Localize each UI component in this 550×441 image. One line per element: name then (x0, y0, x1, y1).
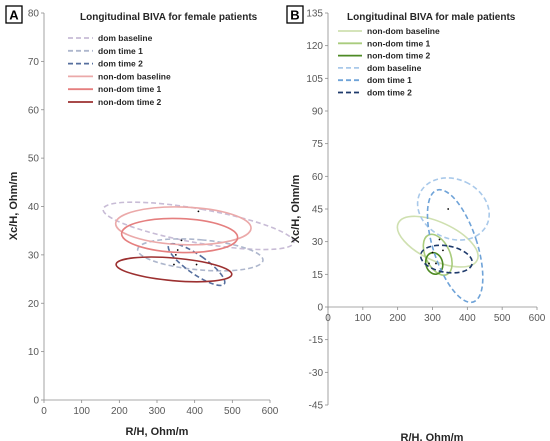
legend-label: dom baseline (98, 33, 153, 43)
series-ellipse-4 (120, 217, 239, 254)
y-tick-label: -15 (309, 335, 324, 346)
y-tick-label: -45 (309, 401, 324, 412)
x-axis-title: R/H, Ohm/m (126, 426, 189, 438)
center-point (176, 249, 179, 251)
x-tick-label: 0 (325, 313, 331, 324)
chart-title: Longitudinal BIVA for male patients (347, 12, 516, 23)
center-point (438, 238, 441, 241)
y-tick-label: 15 (312, 270, 324, 281)
legend-label: dom baseline (367, 63, 422, 73)
y-axis-title: Xc/H, Ohm/m (290, 175, 302, 244)
x-tick-label: 500 (494, 313, 511, 324)
x-tick-label: 200 (389, 313, 406, 324)
x-tick-label: 400 (459, 313, 476, 324)
series-ellipse-4 (426, 188, 484, 304)
y-tick-label: 40 (28, 202, 40, 213)
chart-panel-b: B Longitudinal BIVA for male patients -45 -… (286, 5, 546, 441)
y-tick-label: 120 (306, 41, 323, 52)
x-tick-label: 600 (262, 406, 279, 417)
series-ellipse-1 (422, 233, 453, 276)
y-tick-label: -30 (309, 368, 324, 379)
center-point (197, 210, 200, 213)
panel-label-text: B (290, 8, 299, 23)
center-point (442, 249, 444, 252)
x-tick-label: 300 (149, 406, 166, 417)
y-tick-label: 0 (33, 396, 39, 407)
y-tick-label: 30 (312, 237, 324, 248)
panel-label: B (286, 5, 304, 24)
series-ellipse-3 (114, 206, 252, 246)
legend-label: non-dom baseline (367, 26, 440, 36)
x-tick-label: 200 (111, 406, 128, 417)
y-tick-label: 60 (312, 172, 324, 183)
x-tick-label: 400 (186, 406, 203, 417)
center-point (431, 251, 434, 254)
y-tick-label: 60 (28, 105, 40, 116)
legend-label: non-dom time 1 (367, 38, 431, 48)
y-tick-label: 20 (28, 299, 40, 310)
legend: dom baseline dom time 1 dom time 2 non-dom … (68, 33, 171, 107)
series-ellipse-5 (419, 244, 474, 274)
center-point (195, 263, 198, 266)
y-tick-label: 0 (317, 303, 323, 314)
center-point (180, 239, 183, 242)
y-axis-title: Xc/H, Ohm/m (8, 172, 20, 241)
y-tick-label: 45 (312, 205, 324, 216)
y-tick-label: 50 (28, 154, 40, 165)
chart-title: Longitudinal BIVA for female patients (80, 12, 258, 23)
legend-label: dom time 2 (367, 88, 412, 98)
center-point (174, 253, 177, 256)
x-tick-label: 300 (424, 313, 441, 324)
series-ellipse-5 (115, 256, 233, 283)
x-tick-label: 100 (354, 313, 371, 324)
x-axis-title: R/H, Ohm/m (401, 432, 464, 441)
legend-label: non-dom baseline (98, 71, 171, 81)
x-tick-label: 500 (224, 406, 241, 417)
legend-label: dom time 1 (98, 46, 143, 56)
y-tick-label: 90 (312, 107, 324, 118)
center-point (173, 263, 175, 266)
center-point (447, 208, 450, 210)
panel-label-text: A (9, 8, 19, 23)
legend-label: dom time 1 (367, 75, 412, 85)
series-ellipse-3 (416, 177, 491, 241)
panel-label-box (5, 5, 23, 24)
panel-label: A (5, 5, 23, 24)
center-point (428, 262, 430, 265)
legend: non-dom baseline non-dom time 1 non-dom ti… (338, 26, 440, 98)
series-ellipse-0 (396, 215, 479, 268)
y-tick-label: 80 (28, 9, 40, 20)
x-tick-label: 600 (529, 313, 546, 324)
legend-label: non-dom time 2 (367, 51, 431, 61)
panel-label-box (286, 5, 304, 24)
series-ellipse-1 (136, 238, 264, 272)
x-tick-label: 0 (41, 406, 47, 417)
x-tick-label: 100 (73, 406, 90, 417)
y-tick-label: 105 (306, 74, 323, 85)
chart-panel-a: A Longitudinal BIVA for female patients 0 1… (5, 5, 295, 438)
legend-label: non-dom time 1 (98, 84, 162, 94)
legend-label: non-dom time 2 (98, 97, 162, 107)
y-tick-label: 135 (306, 9, 323, 20)
y-tick-label: 10 (28, 347, 40, 358)
center-point (435, 262, 437, 265)
legend-label: dom time 2 (98, 59, 143, 69)
y-tick-label: 75 (312, 139, 324, 150)
y-tick-label: 30 (28, 250, 40, 261)
y-tick-label: 70 (28, 57, 40, 68)
series-ellipse-0 (102, 201, 295, 251)
series-ellipse-2 (167, 242, 226, 287)
